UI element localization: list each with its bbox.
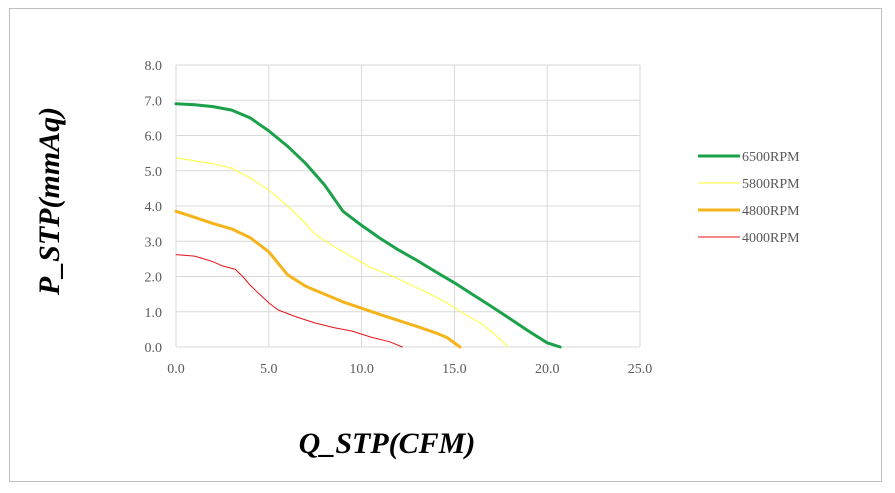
legend: 6500RPM 5800RPM 4800RPM 4000RPM: [698, 150, 800, 246]
series-line-4000rpm: [175, 254, 403, 348]
x-tick-label: 15.0: [442, 362, 467, 377]
y-tick-label: 4.0: [145, 200, 163, 215]
x-axis-title: Q_STP(CFM): [299, 427, 476, 460]
legend-label: 5800RPM: [742, 177, 800, 192]
y-tick-label: 3.0: [145, 235, 163, 250]
y-tick-label: 7.0: [145, 94, 163, 109]
legend-label: 6500RPM: [742, 150, 800, 165]
series-line-5800rpm: [175, 157, 509, 348]
x-tick-label: 10.0: [349, 362, 374, 377]
y-tick-label: 5.0: [145, 165, 163, 180]
grid-layer: [175, 64, 641, 348]
y-tick-label: 2.0: [145, 271, 163, 286]
y-tick-label: 8.0: [145, 59, 163, 74]
x-tick-label: 25.0: [628, 362, 653, 377]
y-tick-label: 0.0: [145, 341, 163, 356]
tick-layer: 0.0 1.0 2.0 3.0 4.0 5.0 6.0 7.0 8.0 0.0 5.0 10.0 15.…: [145, 59, 653, 377]
x-tick-label: 20.0: [535, 362, 560, 377]
legend-label: 4000RPM: [742, 231, 800, 246]
series-line-6500rpm: [174, 102, 562, 349]
x-tick-label: 5.0: [260, 362, 278, 377]
x-tick-label: 0.0: [167, 362, 185, 377]
y-axis-title: P_STP(mmAq): [33, 107, 66, 296]
legend-label: 4800RPM: [742, 204, 800, 219]
chart-frame: 0.0 1.0 2.0 3.0 4.0 5.0 6.0 7.0 8.0 0.0 5.0 10.0 15.…: [9, 8, 882, 482]
y-tick-label: 1.0: [145, 306, 163, 321]
series-layer: [174, 102, 562, 349]
chart-svg: 0.0 1.0 2.0 3.0 4.0 5.0 6.0 7.0 8.0 0.0 5.0 10.0 15.…: [33, 59, 800, 460]
y-tick-label: 6.0: [145, 130, 163, 145]
series-line-4800rpm: [174, 209, 462, 349]
